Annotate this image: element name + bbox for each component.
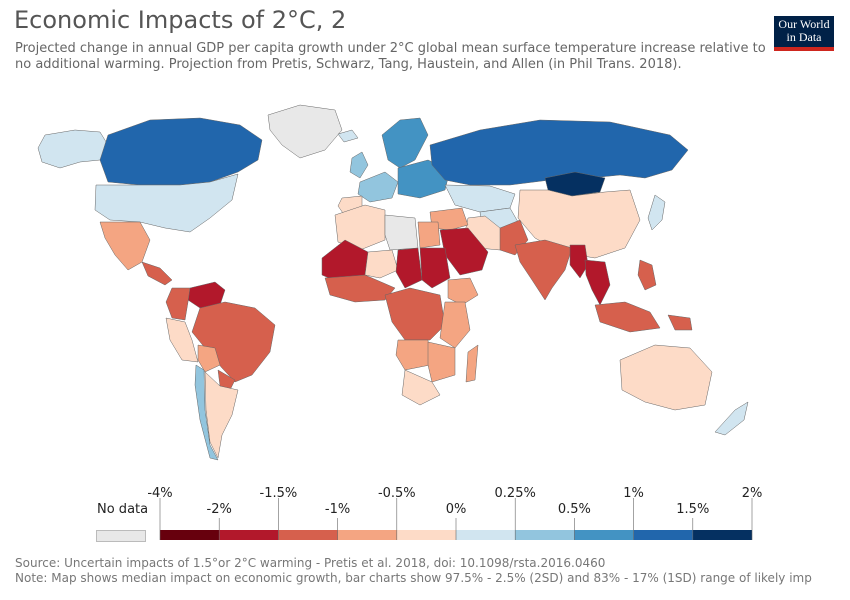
legend-bin — [396, 530, 456, 540]
region-united-kingdom[interactable] — [349, 151, 369, 179]
region-chile[interactable] — [194, 364, 219, 461]
region-scandinavia[interactable] — [381, 117, 429, 169]
region-niger[interactable] — [364, 249, 399, 279]
region-kazakhstan[interactable] — [444, 184, 516, 213]
legend-label-bottom: -1% — [324, 502, 351, 517]
legend-label-bottom: 0% — [445, 502, 467, 517]
chart-subtitle: Projected change in annual GDP per capit… — [15, 41, 835, 73]
methodology-note: Note: Map shows median impact on economi… — [15, 571, 812, 585]
region-australia[interactable] — [619, 344, 713, 411]
logo-line-2: in Data — [786, 30, 822, 44]
region-east-africa[interactable] — [439, 301, 471, 349]
region-russia[interactable] — [429, 119, 689, 186]
legend-bin — [692, 530, 752, 540]
world-map — [37, 104, 749, 461]
region-alaska[interactable] — [37, 129, 109, 169]
legend-bin — [160, 530, 220, 540]
subtitle-line-2: no additional warming. Projection from P… — [15, 57, 682, 72]
legend-bin — [456, 530, 516, 540]
region-libya[interactable] — [384, 214, 419, 251]
region-myanmar[interactable] — [569, 244, 589, 279]
legend-label-top: 0.25% — [494, 486, 536, 501]
region-chad[interactable] — [395, 247, 423, 289]
region-mexico[interactable] — [99, 221, 151, 271]
legend: No data -4% -1.5% -0.5% 0.25% 1% 2% -2% -1% 0% 0.… — [0, 480, 850, 550]
region-colombia[interactable] — [165, 287, 191, 321]
legend-bin — [574, 530, 634, 540]
region-brazil[interactable] — [191, 301, 276, 383]
region-madagascar[interactable] — [465, 344, 479, 383]
region-indonesia[interactable] — [594, 301, 661, 333]
legend-colorbar — [159, 498, 753, 540]
region-greenland[interactable] — [267, 104, 343, 159]
region-central-africa[interactable] — [384, 287, 446, 341]
footer: Source: Uncertain impacts of 1.5°or 2°C … — [15, 556, 812, 586]
region-argentina[interactable] — [204, 371, 239, 459]
legend-label-bottom: 1.5% — [676, 502, 710, 517]
legend-label-top: -0.5% — [377, 486, 416, 501]
region-sudan[interactable] — [419, 247, 451, 289]
legend-label-bottom: -2% — [206, 502, 232, 517]
region-angola[interactable] — [395, 339, 431, 371]
legend-bin — [219, 530, 279, 540]
region-united-states[interactable] — [94, 173, 239, 233]
region-papua-new-guinea[interactable] — [667, 314, 693, 331]
region-egypt[interactable] — [417, 221, 441, 249]
subtitle-line-1: Projected change in annual GDP per capit… — [15, 41, 766, 56]
region-bolivia[interactable] — [197, 344, 221, 373]
legend-bin — [633, 530, 693, 540]
legend-bin — [278, 530, 338, 540]
region-western-europe[interactable] — [357, 171, 399, 203]
owid-logo[interactable]: Our World in Data — [774, 16, 834, 47]
region-thailand[interactable] — [584, 259, 611, 306]
region-north-africa-west[interactable] — [334, 204, 386, 251]
legend-nodata-swatch — [96, 530, 146, 542]
region-japan[interactable] — [647, 194, 666, 231]
region-ethiopia[interactable] — [447, 277, 479, 306]
source-note: Source: Uncertain impacts of 1.5°or 2°C … — [15, 556, 606, 570]
logo-line-1: Our World — [778, 17, 830, 31]
chart-title: Economic Impacts of 2°C, 2 — [14, 6, 347, 34]
region-iceland[interactable] — [337, 129, 359, 143]
legend-label-bottom: 0.5% — [557, 502, 591, 517]
region-peru[interactable] — [165, 317, 199, 363]
legend-nodata-label: No data — [97, 502, 149, 517]
legend-label-top: -4% — [147, 486, 173, 501]
region-southern-africa[interactable] — [427, 341, 456, 383]
legend-bin — [337, 530, 397, 540]
region-philippines[interactable] — [637, 259, 657, 291]
legend-label-top: 1% — [623, 486, 644, 501]
region-canada[interactable] — [99, 117, 263, 186]
legend-bin — [515, 530, 575, 540]
legend-label-top: -1.5% — [259, 486, 298, 501]
region-central-america[interactable] — [141, 261, 173, 286]
region-west-africa[interactable] — [324, 274, 396, 303]
legend-label-top: 2% — [741, 486, 763, 501]
region-india[interactable] — [514, 239, 573, 301]
region-south-africa[interactable] — [401, 369, 441, 406]
region-new-zealand[interactable] — [714, 401, 749, 436]
logo-accent-bar — [774, 47, 834, 51]
